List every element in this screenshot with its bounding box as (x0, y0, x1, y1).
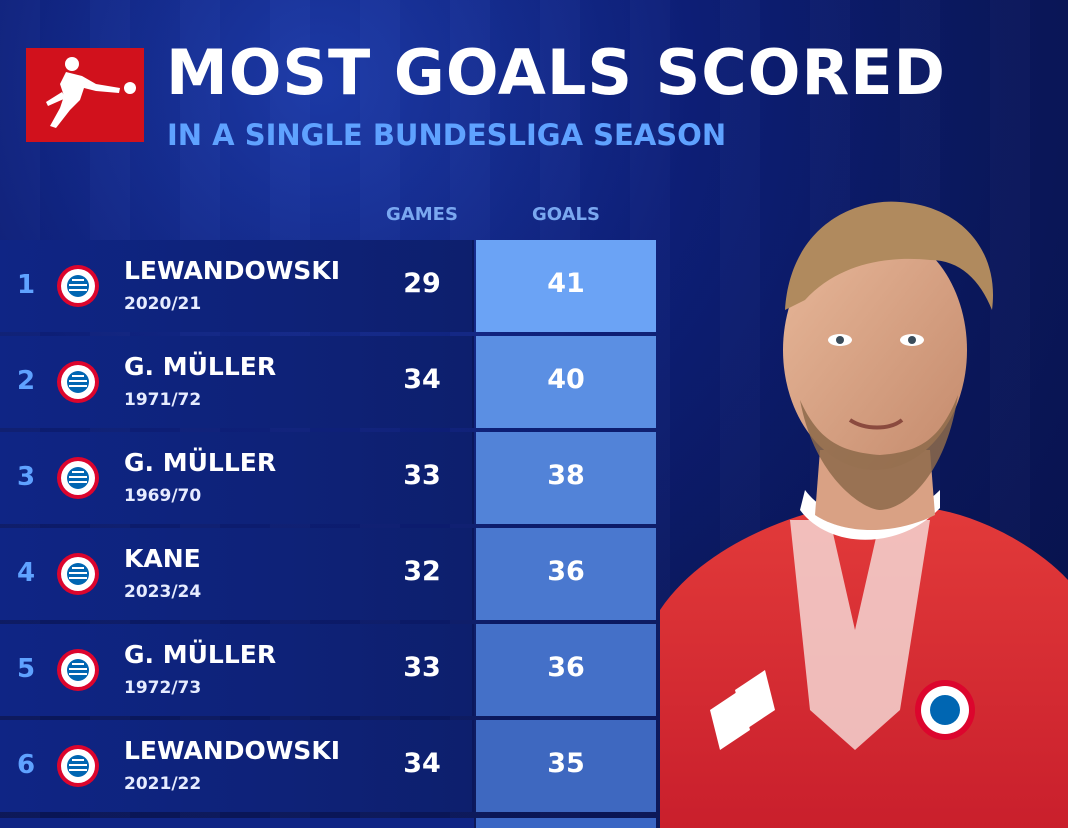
player-name: G. MÜLLER (124, 448, 277, 477)
fc-bayern-crest-icon (56, 264, 100, 308)
goals-cell: 40 (476, 336, 656, 428)
fc-bayern-crest-icon (56, 744, 100, 788)
fc-bayern-crest-icon (56, 552, 100, 596)
season-label: 1969/70 (124, 486, 202, 506)
goals-value: 36 (547, 652, 585, 683)
games-value: 33 (403, 460, 441, 491)
goals-value: 41 (547, 268, 585, 299)
season-label: 2020/21 (124, 294, 202, 314)
table-row: 2 G. MÜLLER 1971/72 34 40 (0, 336, 656, 428)
table-row: 3 G. MÜLLER 1969/70 33 38 (0, 432, 656, 524)
season-label: 1972/73 (124, 678, 202, 698)
season-label: 1971/72 (124, 390, 202, 410)
games-value: 29 (403, 268, 441, 299)
fc-bayern-crest-icon (56, 360, 100, 404)
season-label: 2021/22 (124, 774, 202, 794)
fc-bayern-crest-icon (56, 648, 100, 692)
goals-value: 38 (547, 460, 585, 491)
rank-number: 2 (16, 366, 36, 396)
bundesliga-logo-icon (26, 48, 144, 142)
table-row: 4 KANE 2023/24 32 36 (0, 528, 656, 620)
rank-number: 6 (16, 750, 36, 780)
fc-bayern-crest-icon (56, 456, 100, 500)
player-name: KANE (124, 544, 201, 573)
games-value: 32 (403, 556, 441, 587)
games-value: 34 (403, 748, 441, 779)
rank-number: 3 (16, 462, 36, 492)
goals-column-header: GOALS (532, 204, 600, 225)
goals-value: 36 (547, 556, 585, 587)
player-photo-icon (640, 190, 1068, 828)
goals-cell: 41 (476, 240, 656, 332)
goals-cell: 35 (476, 720, 656, 812)
games-column-header: GAMES (386, 204, 458, 225)
player-name: G. MÜLLER (124, 352, 277, 381)
games-value: 34 (403, 364, 441, 395)
table-row: 5 G. MÜLLER 1972/73 33 36 (0, 624, 656, 716)
page-title: MOST GOALS SCORED (166, 36, 947, 109)
player-name: LEWANDOWSKI (124, 736, 340, 765)
season-label: 2023/24 (124, 582, 202, 602)
games-value: 33 (403, 652, 441, 683)
table-row-partial (0, 818, 656, 828)
goals-value: 40 (547, 364, 585, 395)
table-row: 6 LEWANDOWSKI 2021/22 34 35 (0, 720, 656, 812)
rank-number: 1 (16, 270, 36, 300)
table-row: 1 LEWANDOWSKI 2020/21 29 41 (0, 240, 656, 332)
page-subtitle: IN A SINGLE BUNDESLIGA SEASON (167, 118, 727, 152)
goals-cell: 36 (476, 624, 656, 716)
player-name: G. MÜLLER (124, 640, 277, 669)
player-name: LEWANDOWSKI (124, 256, 340, 285)
goals-cell: 38 (476, 432, 656, 524)
rank-number: 4 (16, 558, 36, 588)
goals-cell: 36 (476, 528, 656, 620)
goals-value: 35 (547, 748, 585, 779)
rank-number: 5 (16, 654, 36, 684)
